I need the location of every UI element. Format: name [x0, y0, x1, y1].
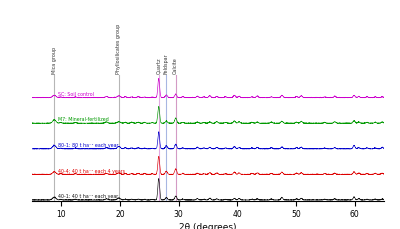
- Text: Mica group: Mica group: [52, 46, 57, 73]
- Text: SC: Soil control: SC: Soil control: [58, 91, 94, 96]
- Text: Quartz: Quartz: [156, 57, 161, 73]
- Text: M7: Mineral-fertilized: M7: Mineral-fertilized: [58, 117, 109, 122]
- Text: 40-1: 40 t ha⁻¹ each year: 40-1: 40 t ha⁻¹ each year: [58, 193, 118, 198]
- Text: 80-1: 80 t ha⁻¹ each year: 80-1: 80 t ha⁻¹ each year: [58, 142, 119, 147]
- Text: Calcite: Calcite: [173, 57, 178, 73]
- Text: Feldspar: Feldspar: [164, 53, 169, 73]
- Text: 40-4: 40 t ha⁻¹ each 4 years: 40-4: 40 t ha⁻¹ each 4 years: [58, 168, 126, 173]
- Text: Phyllosilicates group: Phyllosilicates group: [116, 23, 121, 73]
- X-axis label: 2θ (degrees): 2θ (degrees): [179, 222, 237, 229]
